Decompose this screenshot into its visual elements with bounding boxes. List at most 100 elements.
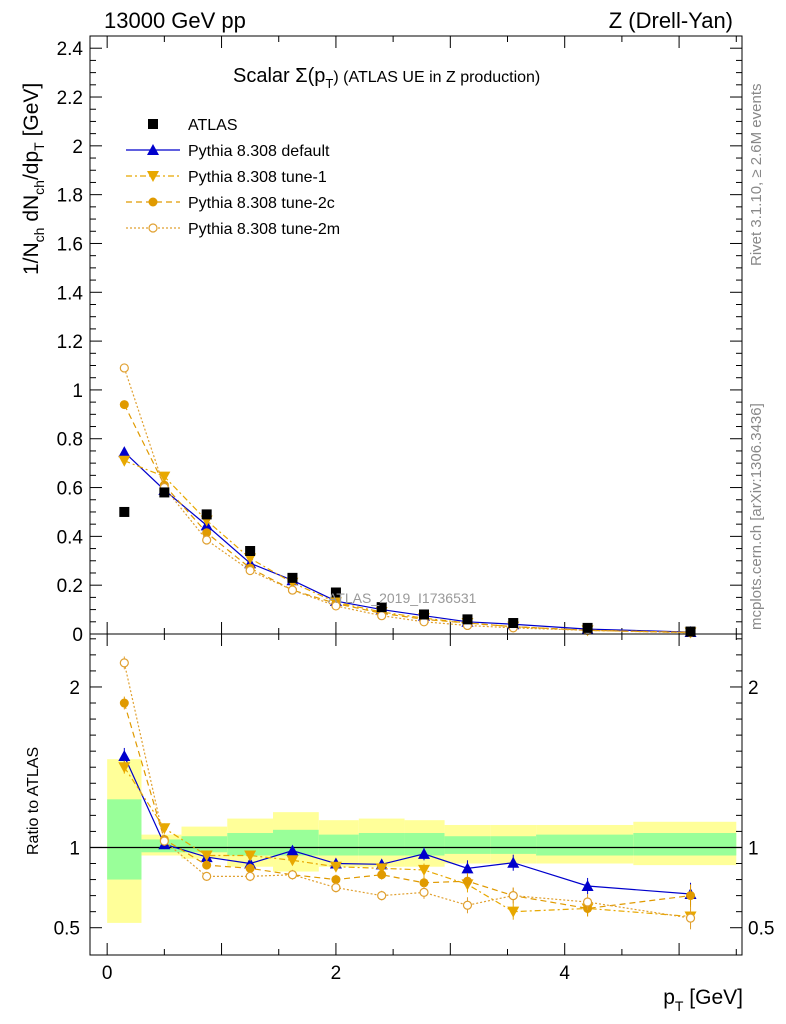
xtick-label: 4	[559, 963, 570, 984]
ratio-series-point	[118, 762, 131, 774]
ratio-series-point	[119, 698, 129, 708]
ratio-series-line	[123, 766, 691, 918]
ratio-series-point	[507, 906, 520, 918]
data-point	[159, 487, 170, 498]
ratio-series-point	[158, 823, 171, 835]
ratio-ytick-label: 2	[69, 678, 80, 699]
legend-label: Pythia 8.308 tune-2c	[188, 195, 335, 212]
ratio-series-point	[462, 900, 473, 910]
ratio-series-point	[286, 844, 299, 856]
main-panel: 0 0.2 0.4 0.6 0.8 1 1.2 1.4 1.6 1.8 2 2.2 2.4	[57, 35, 743, 955]
ratio-series-point	[377, 870, 387, 880]
ratio-series-point	[200, 850, 213, 862]
chart-title-suffix: ) (ATLAS UE in Z production)	[333, 69, 540, 86]
ratio-ylabel: Ratio to ATLAS	[25, 747, 42, 855]
ratio-series-point	[159, 836, 169, 846]
main-ytick-label: 1	[72, 381, 83, 402]
side-text-bottom: mcplots.cern.ch [arXiv:1306.3436]	[748, 403, 765, 630]
legend-marker	[148, 197, 158, 207]
ratio-series-point	[119, 658, 129, 668]
data-point	[287, 572, 298, 583]
main-series-line	[124, 460, 691, 634]
ratio-band-inner	[404, 833, 445, 856]
chart-title-sub: T	[325, 76, 333, 91]
ratio-series-point	[331, 875, 341, 885]
main-series-point	[119, 400, 129, 410]
data-point	[508, 618, 519, 629]
ratio-series-point	[418, 847, 431, 859]
ratio-series-line	[123, 702, 691, 910]
legend-marker	[147, 171, 159, 182]
ratio-series-point	[286, 855, 299, 867]
main-series-point	[202, 535, 212, 545]
ratio-ytick-label: 0.5	[54, 919, 80, 940]
legend-marker-data	[148, 119, 158, 129]
main-series-line	[123, 404, 691, 633]
xtick-label: 2	[331, 963, 342, 984]
xtick-label: 0	[102, 963, 113, 984]
legend: ATLAS Pythia 8.308 default Pythia 8.308 tu…	[126, 117, 340, 238]
main-series-point	[287, 585, 298, 595]
ratio-ytick-label-right: 0.5	[748, 919, 774, 940]
chart-title: Scalar Σ(pT) (ATLAS UE in Z production)	[233, 65, 540, 91]
legend-label-data: ATLAS	[188, 117, 238, 134]
ratio-series-point	[686, 891, 696, 901]
ratio-series-point	[331, 882, 341, 893]
data-point	[685, 626, 696, 637]
ratio-series-point	[508, 891, 518, 901]
ratio-ytick-label-right: 1	[748, 838, 759, 859]
xlabel: pT [GeV]	[663, 986, 743, 1014]
ratio-series-point	[245, 871, 255, 881]
main-ytick-label: 2.4	[57, 39, 84, 60]
data-point	[119, 506, 130, 517]
data-point	[462, 614, 473, 625]
watermark: ATLAS_2019_I1736531	[328, 590, 477, 606]
ratio-series-point	[375, 863, 388, 875]
legend-marker	[147, 144, 159, 155]
legend-label: Pythia 8.308 default	[188, 143, 330, 160]
ratio-band-inner	[633, 833, 737, 856]
legend-label: Pythia 8.308 tune-1	[188, 169, 327, 186]
ratio-series-point	[329, 861, 342, 873]
ratio-series-point	[462, 876, 472, 886]
ratio-band-inner	[107, 799, 142, 880]
ratio-series-point	[581, 879, 594, 891]
main-ytick-label: 0	[72, 625, 83, 646]
main-series-point	[118, 455, 131, 467]
main-ytick-label: 0.6	[57, 479, 83, 500]
main-series-line	[123, 451, 691, 633]
ratio-band-inner	[536, 834, 634, 856]
ratio-series-point	[118, 749, 131, 761]
data-point	[419, 609, 430, 620]
main-ytick-label: 1.4	[57, 283, 84, 304]
main-ytick-label: 0.2	[57, 576, 83, 597]
ratio-series-point	[685, 913, 696, 923]
ratio-series-point	[507, 856, 520, 868]
ratio-series-point	[202, 860, 212, 870]
ratio-series-point	[287, 870, 298, 880]
ratio-series-point	[582, 897, 593, 907]
ratio-band-inner	[227, 833, 274, 856]
ratio-series-point	[245, 863, 255, 873]
ratio-series-point	[377, 891, 387, 901]
ratio-ytick-label-right: 2	[748, 678, 759, 699]
main-series-point	[245, 565, 255, 576]
header-left: 13000 GeV pp	[104, 8, 246, 33]
ratio-series-point	[244, 850, 257, 862]
main-series-point	[118, 446, 131, 458]
main-ytick-label: 1.6	[57, 234, 83, 255]
main-series-point	[119, 363, 129, 373]
main-ylabel: 1/Nch dNch/dpT [GeV]	[20, 83, 47, 275]
data-point	[582, 622, 593, 633]
side-text-top: Rivet 3.1.10, ≥ 2.6M events	[748, 84, 765, 267]
legend-marker	[148, 223, 158, 233]
ratio-ytick-label: 1	[69, 838, 80, 859]
ratio-series-point	[461, 862, 474, 874]
ratio-series-point	[419, 878, 429, 888]
data-point	[201, 509, 212, 520]
ratio-series-line	[123, 755, 691, 895]
main-ytick-label: 1.8	[57, 186, 83, 207]
main-series-point	[158, 471, 171, 483]
data-point	[376, 602, 387, 613]
